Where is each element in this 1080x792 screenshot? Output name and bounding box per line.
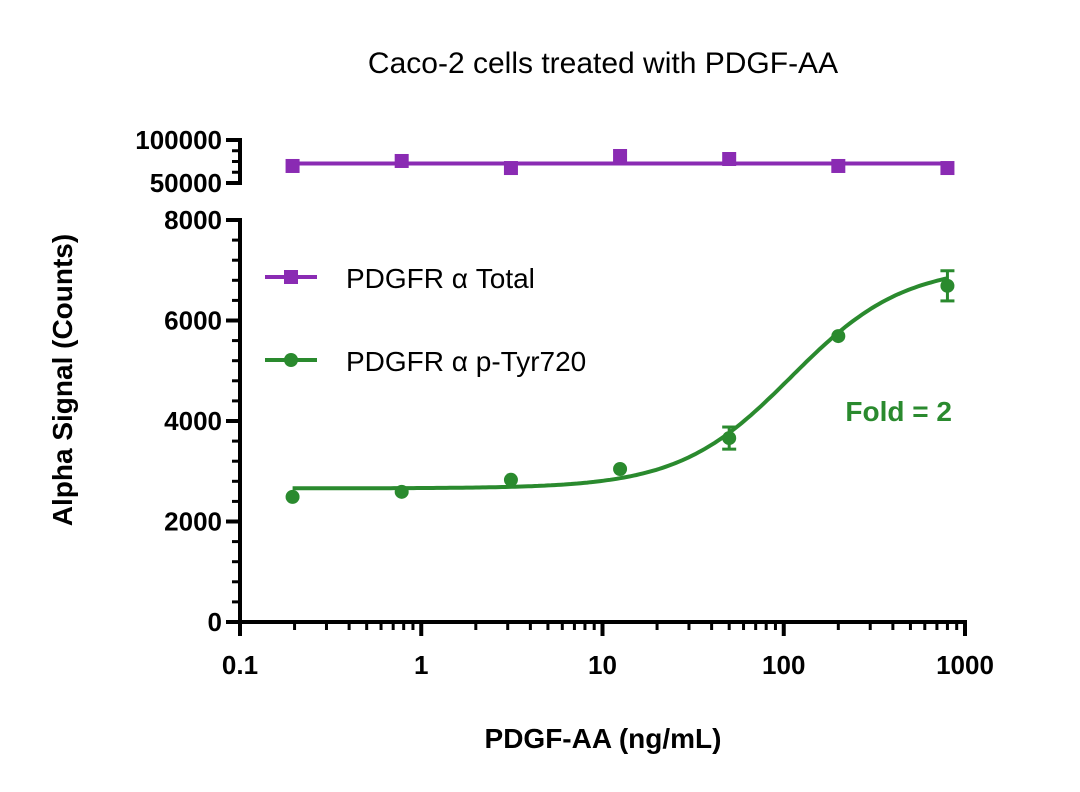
y-tick-label: 100000 (135, 125, 222, 155)
total-data-point (285, 158, 300, 173)
y-tick-label: 50000 (150, 168, 222, 198)
total-data-point (831, 158, 846, 173)
ptyr-data-point (831, 329, 846, 344)
ptyr-data-point (285, 489, 300, 504)
legend-marker-ptyr (284, 353, 298, 367)
total-data-point (940, 161, 955, 176)
legend-marker-total (284, 270, 298, 284)
legend: PDGFR α Total PDGFR α p-Tyr720 (265, 263, 586, 377)
y-axis-title: Alpha Signal (Counts) (47, 234, 78, 526)
ptyr-data-point (503, 472, 518, 487)
legend-label-ptyr: PDGFR α p-Tyr720 (346, 346, 586, 377)
ptyr-data-point (722, 431, 737, 446)
legend-label-total: PDGFR α Total (346, 263, 535, 294)
y-tick-label: 2000 (164, 507, 222, 537)
y-tick-label: 0 (208, 607, 222, 637)
y-tick-label: 8000 (164, 205, 222, 235)
total-data-point (503, 161, 518, 176)
ptyr-fit-curve (292, 276, 948, 491)
x-tick-label: 1000 (936, 650, 994, 680)
x-axis-title: PDGF-AA (ng/mL) (485, 723, 722, 754)
x-tick-label: 1 (414, 650, 428, 680)
fold-annotation: Fold = 2 (845, 396, 952, 427)
y-tick-label: 4000 (164, 406, 222, 436)
total-data-point (394, 153, 409, 168)
chart-title: Caco-2 cells treated with PDGF-AA (368, 47, 838, 80)
total-data-point (613, 148, 628, 163)
y-tick-label: 6000 (164, 306, 222, 336)
ptyr-data-point (613, 461, 628, 476)
total-data-point (722, 152, 737, 167)
x-tick-label: 100 (762, 650, 805, 680)
ptyr-data-point (394, 484, 409, 499)
ptyr-data-point (940, 278, 955, 293)
x-tick-label: 0.1 (222, 650, 258, 680)
x-tick-label: 10 (588, 650, 617, 680)
